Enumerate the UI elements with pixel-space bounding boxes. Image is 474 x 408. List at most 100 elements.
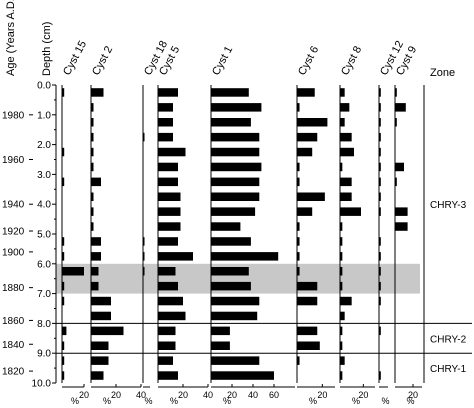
bar — [91, 177, 101, 187]
bar — [211, 207, 256, 216]
bar — [158, 341, 176, 350]
series-x-tick-label: 40 — [136, 390, 146, 400]
bar — [297, 192, 325, 201]
bar — [340, 207, 361, 216]
age-tick-label: 1920 — [2, 227, 25, 238]
bar — [91, 341, 109, 350]
bar — [158, 177, 178, 187]
series-unit-label: % — [309, 396, 317, 406]
bar — [211, 103, 262, 112]
bar — [158, 296, 183, 306]
bar — [158, 252, 193, 261]
bar — [379, 252, 381, 261]
bar — [91, 207, 94, 216]
zone-label: CHRY-1 — [430, 364, 467, 375]
bar — [158, 222, 181, 231]
series-unit-label: % — [144, 396, 152, 406]
bar — [297, 356, 300, 365]
bar — [297, 207, 313, 216]
series-title: Cyst 8 — [339, 44, 364, 77]
bar — [211, 356, 260, 365]
bar — [211, 118, 251, 127]
bar — [91, 192, 94, 201]
bar — [211, 326, 230, 336]
bar — [211, 371, 274, 380]
bar — [379, 296, 381, 306]
bar — [62, 326, 67, 336]
bar — [395, 177, 397, 187]
bar — [158, 267, 176, 276]
bar — [340, 88, 345, 97]
bar — [158, 103, 173, 112]
bar — [62, 88, 65, 97]
bar — [395, 207, 408, 216]
bar — [91, 311, 111, 321]
bar — [297, 326, 318, 336]
bar — [91, 118, 94, 127]
bar — [340, 162, 343, 172]
bar — [340, 252, 343, 261]
bar — [158, 88, 178, 97]
bar — [340, 237, 343, 246]
depth-tick-label: 0.0 — [37, 81, 51, 92]
bar — [379, 103, 381, 112]
bar — [379, 177, 381, 187]
bar — [158, 192, 181, 201]
depth-tick-label: 4.0 — [37, 200, 51, 211]
bar — [211, 147, 260, 157]
bar — [340, 296, 352, 306]
bar — [297, 103, 300, 112]
bar — [395, 103, 406, 112]
series-x-tick-label: 20 — [227, 390, 237, 400]
series-x-tick-label: 20 — [408, 390, 418, 400]
series-unit-label: % — [71, 396, 79, 406]
bar — [379, 118, 381, 127]
bar — [62, 341, 65, 350]
bar — [62, 296, 65, 306]
bar — [91, 296, 111, 306]
bar — [297, 177, 300, 187]
age-tick-label: 1900 — [2, 247, 25, 258]
depth-tick-label: 7.0 — [37, 289, 51, 300]
series-unit-label: % — [352, 396, 360, 406]
bar — [158, 147, 186, 157]
bar — [297, 118, 328, 127]
bar — [158, 132, 173, 142]
bar — [158, 356, 173, 365]
bar — [297, 281, 318, 291]
bar — [62, 252, 65, 261]
series-unit-label: % — [170, 396, 178, 406]
bar — [62, 177, 65, 187]
bar — [62, 267, 84, 276]
bar — [340, 326, 343, 336]
bar — [91, 162, 94, 172]
zone-label: CHRY-3 — [430, 200, 467, 211]
bar — [91, 326, 124, 336]
bar — [158, 162, 178, 172]
bar — [211, 88, 249, 97]
bar — [379, 281, 381, 291]
bar — [379, 371, 381, 380]
bar — [340, 132, 352, 142]
bar-layer — [62, 88, 408, 380]
series-x-tick-label: 20 — [79, 390, 89, 400]
series-x-tick-label: 20 — [358, 390, 368, 400]
bar — [211, 252, 279, 261]
bar — [379, 192, 381, 201]
bar — [297, 222, 300, 231]
age-tick-label: 1960 — [2, 155, 25, 166]
bar — [340, 147, 354, 157]
series-unit-label: % — [223, 396, 231, 406]
bar — [143, 132, 145, 142]
bar — [91, 88, 104, 97]
bar — [211, 237, 251, 246]
bar — [62, 237, 65, 246]
age-tick-label: 1940 — [2, 200, 25, 211]
bar — [340, 192, 352, 201]
bar — [211, 281, 251, 291]
bar — [211, 132, 260, 142]
bar — [340, 222, 343, 231]
bar — [395, 162, 404, 172]
series-x-tick-label: 20 — [317, 390, 327, 400]
bar — [143, 237, 145, 246]
